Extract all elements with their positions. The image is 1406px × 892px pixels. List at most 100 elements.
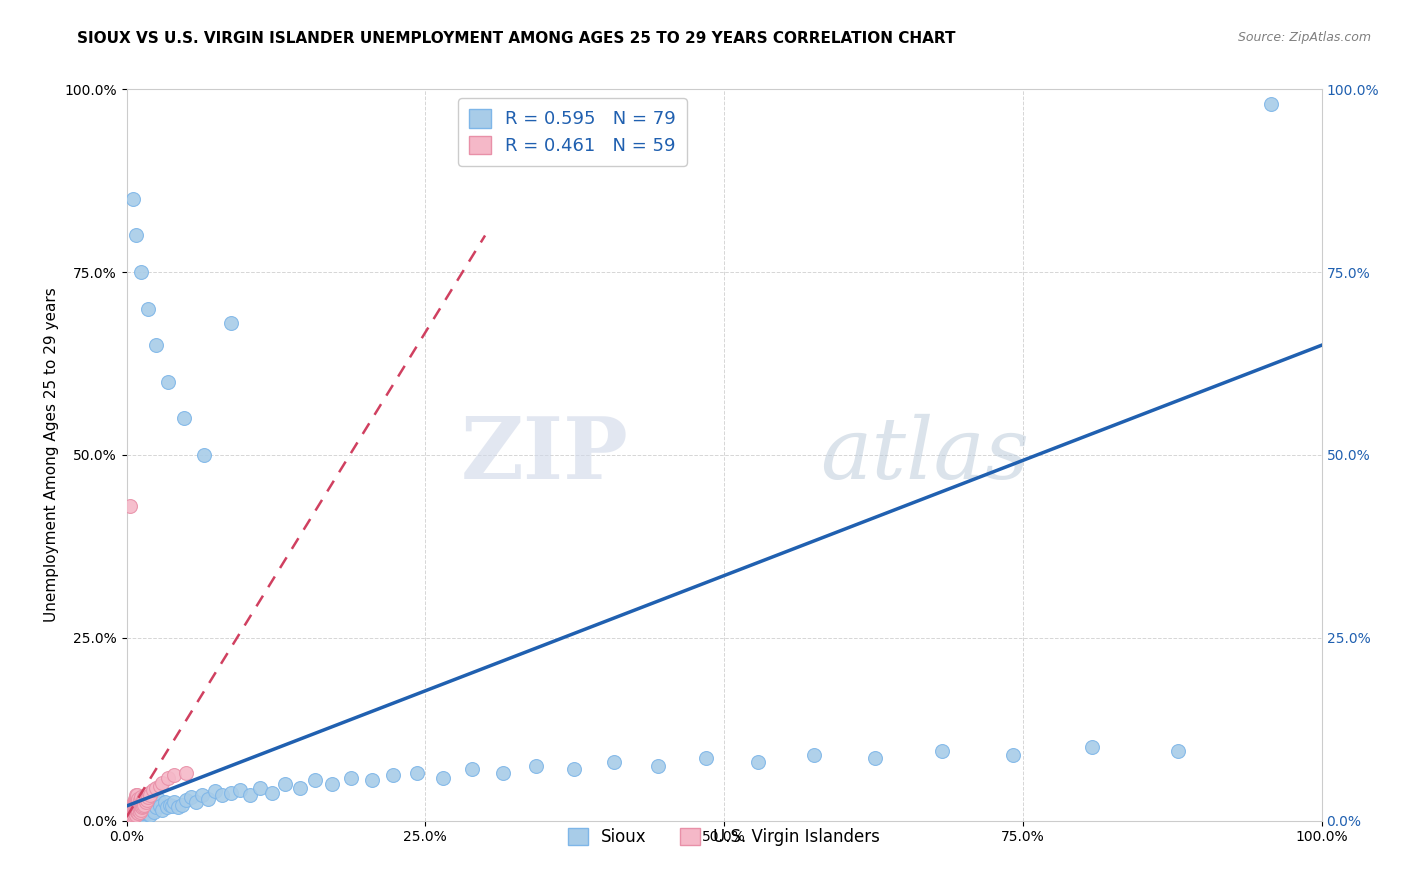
Point (288, 780, 311, 795)
Point (125, 796, 148, 810)
Point (127, 803, 149, 817)
Point (138, 786, 160, 800)
Legend: Sioux, U.S. Virgin Islanders: Sioux, U.S. Virgin Islanders (561, 821, 887, 853)
Point (127, 797, 149, 812)
Point (163, 768, 186, 782)
Point (131, 802, 153, 816)
Point (132, 793, 155, 807)
Point (156, 800, 179, 814)
Point (1260, 96, 1282, 111)
Point (131, 800, 153, 814)
Point (239, 788, 262, 802)
Text: atlas: atlas (820, 414, 1029, 496)
Point (136, 790, 159, 805)
Point (863, 751, 886, 765)
Point (149, 799, 172, 814)
Point (153, 796, 176, 810)
Point (157, 375, 180, 389)
Point (142, 783, 165, 797)
Point (127, 796, 149, 810)
Point (204, 784, 226, 798)
Point (150, 775, 174, 789)
Point (321, 777, 343, 791)
Point (135, 796, 157, 810)
Point (125, 807, 148, 822)
Point (121, 800, 143, 814)
Point (136, 791, 159, 805)
Point (174, 793, 197, 807)
Point (135, 788, 157, 802)
Text: ZIP: ZIP (461, 413, 628, 497)
Point (127, 791, 149, 805)
Point (128, 800, 150, 814)
Point (124, 796, 146, 810)
Text: SIOUX VS U.S. VIRGIN ISLANDER UNEMPLOYMENT AMONG AGES 25 TO 29 YEARS CORRELATION: SIOUX VS U.S. VIRGIN ISLANDER UNEMPLOYME… (77, 31, 956, 46)
Point (139, 807, 162, 822)
Point (134, 790, 156, 805)
Point (249, 780, 271, 795)
Point (125, 803, 148, 817)
Point (931, 744, 953, 758)
Point (121, 799, 143, 814)
Point (167, 800, 190, 814)
Point (127, 800, 149, 814)
Point (136, 806, 159, 821)
Point (129, 796, 152, 810)
Point (127, 806, 149, 821)
Point (127, 800, 149, 814)
Point (160, 799, 183, 814)
Point (122, 796, 145, 810)
Point (121, 806, 143, 821)
Point (150, 803, 174, 817)
Point (647, 758, 669, 772)
Y-axis label: Unemployment Among Ages 25 to 29 years: Unemployment Among Ages 25 to 29 years (44, 287, 59, 623)
Point (157, 771, 180, 785)
Point (143, 796, 166, 810)
Point (1167, 744, 1189, 758)
Point (145, 800, 167, 814)
Point (149, 779, 172, 793)
Point (145, 338, 167, 352)
Point (173, 411, 195, 425)
Point (128, 805, 150, 819)
Point (129, 265, 152, 279)
Point (125, 228, 148, 243)
Point (461, 763, 484, 777)
Point (229, 783, 252, 797)
Point (128, 805, 150, 819)
Point (211, 788, 233, 802)
Point (143, 805, 166, 819)
Point (129, 808, 152, 822)
Point (526, 758, 548, 772)
Point (132, 799, 155, 814)
Point (304, 773, 326, 788)
Point (125, 800, 148, 814)
Text: Source: ZipAtlas.com: Source: ZipAtlas.com (1237, 31, 1371, 45)
Point (128, 793, 150, 807)
Point (170, 797, 193, 812)
Point (492, 766, 515, 780)
Point (135, 796, 157, 810)
Point (129, 790, 152, 805)
Point (124, 803, 146, 817)
Point (191, 788, 214, 802)
Point (129, 797, 152, 812)
Point (138, 800, 160, 814)
Point (1002, 747, 1025, 762)
Point (146, 791, 169, 805)
Point (121, 810, 143, 824)
Point (125, 791, 148, 805)
Point (432, 771, 454, 785)
Point (122, 807, 145, 822)
Point (120, 499, 142, 513)
Point (127, 793, 149, 807)
Point (121, 192, 143, 206)
Point (1081, 740, 1104, 755)
Point (274, 777, 297, 791)
Point (129, 803, 152, 817)
Point (135, 793, 157, 807)
Point (132, 806, 155, 821)
Point (122, 805, 145, 819)
Point (134, 797, 156, 812)
Point (134, 799, 156, 814)
